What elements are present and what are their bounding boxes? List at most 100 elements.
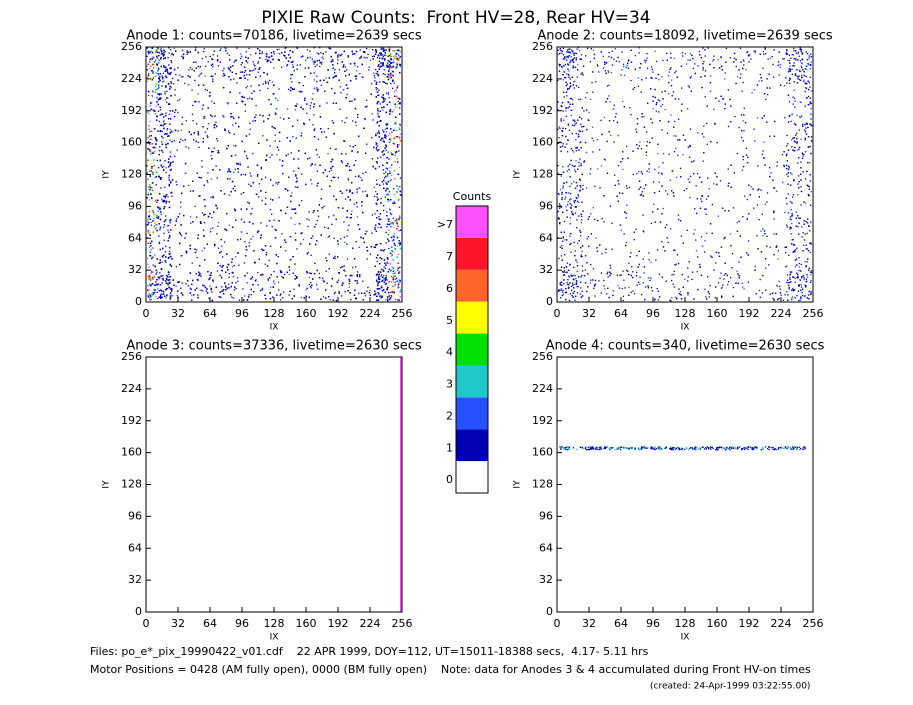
pixel-dot (265, 58, 267, 60)
pixel-dot (337, 59, 339, 61)
pixel-dot (210, 274, 212, 277)
pixel-dot (209, 55, 211, 58)
pixel-dot (157, 297, 159, 300)
pixel-dot (246, 85, 248, 87)
pixel-dot (241, 96, 244, 98)
pixel-dot (165, 297, 167, 299)
pixel-dot (329, 48, 332, 50)
pixel-dot (359, 276, 361, 278)
pixel-dot (166, 127, 169, 130)
pixel-dot (209, 95, 211, 97)
pixel-dot (327, 127, 329, 130)
pixel-dot (158, 216, 160, 218)
pixel-dot (249, 122, 251, 124)
pixel-dot (314, 226, 316, 228)
pixel-dot (378, 166, 380, 168)
pixel-dot (344, 291, 346, 293)
pixel-dot (148, 299, 151, 301)
footer-line: Motor Positions = 0428 (AM fully open), … (90, 663, 811, 676)
pixel-dot (214, 73, 216, 75)
pixel-dot (399, 215, 401, 217)
pixel-dot (234, 168, 236, 170)
pixel-dot (157, 110, 160, 112)
pixel-dot (339, 108, 341, 110)
pixel-dot (360, 176, 362, 179)
pixel-dot (366, 57, 368, 59)
pixel-dot (180, 129, 182, 131)
pixel-dot (190, 222, 192, 224)
pixel-dot (265, 251, 268, 254)
pixel-dot (388, 147, 390, 149)
pixel-dot (385, 278, 387, 280)
pixel-dot (169, 128, 171, 130)
pixel-dot (278, 88, 280, 90)
pixel-dot (167, 71, 169, 74)
pixel-dot (168, 237, 170, 239)
pixel-dot (229, 59, 231, 61)
pixel-dot (195, 47, 197, 49)
pixel-dot (384, 283, 386, 285)
pixel-dot (395, 277, 398, 279)
pixel-dot (303, 297, 305, 299)
pixel-dot (267, 278, 269, 280)
pixel-dot (253, 250, 255, 252)
pixel-dot (156, 96, 158, 99)
pixel-dot (269, 277, 271, 279)
pixel-dot (210, 155, 212, 157)
pixel-dot (281, 66, 283, 68)
pixel-dot (207, 181, 209, 184)
pixel-dot (393, 143, 395, 145)
pixel-dot (384, 58, 386, 60)
pixel-dot (282, 291, 285, 293)
pixel-dot (233, 78, 235, 80)
pixel-dot (316, 64, 318, 66)
pixel-dot (371, 55, 374, 57)
pixel-dot (165, 215, 167, 217)
pixel-dot (364, 118, 366, 121)
pixel-dot (171, 195, 173, 197)
pixel-dot (163, 226, 165, 228)
pixel-dot (197, 51, 199, 54)
pixel-dot (146, 80, 148, 82)
pixel-dot (201, 160, 203, 162)
pixel-dot (150, 138, 152, 140)
pixel-dot (216, 140, 219, 142)
pixel-dot (191, 89, 193, 91)
pixel-dot (233, 133, 235, 135)
pixel-dot (336, 62, 339, 65)
pixel-dot (239, 162, 241, 164)
pixel-dot (146, 79, 148, 82)
pixel-dot (389, 67, 391, 69)
pixel-dot (194, 205, 196, 208)
pixel-dot (197, 65, 199, 68)
pixel-dot (226, 147, 228, 150)
pixel-dot (208, 95, 210, 97)
pixel-dot (287, 88, 290, 90)
pixel-dot (301, 132, 303, 134)
pixel-dot (160, 293, 162, 295)
pixel-dot (223, 193, 225, 195)
pixel-dot (354, 75, 356, 77)
pixel-dot (389, 270, 392, 273)
pixel-dot (164, 186, 166, 188)
pixel-dot (279, 159, 281, 161)
pixel-dot (279, 269, 281, 272)
pixel-dot (307, 158, 309, 160)
pixel-dot (312, 124, 314, 126)
pixel-dot (385, 264, 387, 266)
pixel-dot (148, 125, 150, 127)
pixel-dot (266, 225, 268, 227)
pixel-dot (386, 83, 388, 85)
pixel-dot (301, 200, 303, 202)
pixel-dot (369, 253, 372, 255)
pixel-dot (224, 47, 226, 49)
pixel-dot (248, 294, 250, 296)
pixel-dot (189, 216, 192, 218)
pixel-dot (356, 206, 358, 208)
pixel-dot (286, 206, 289, 208)
pixel-dot (252, 61, 254, 63)
pixel-dot (199, 272, 201, 275)
pixel-dot (388, 200, 390, 203)
pixel-dot (388, 208, 391, 210)
pixel-dot (347, 56, 349, 58)
